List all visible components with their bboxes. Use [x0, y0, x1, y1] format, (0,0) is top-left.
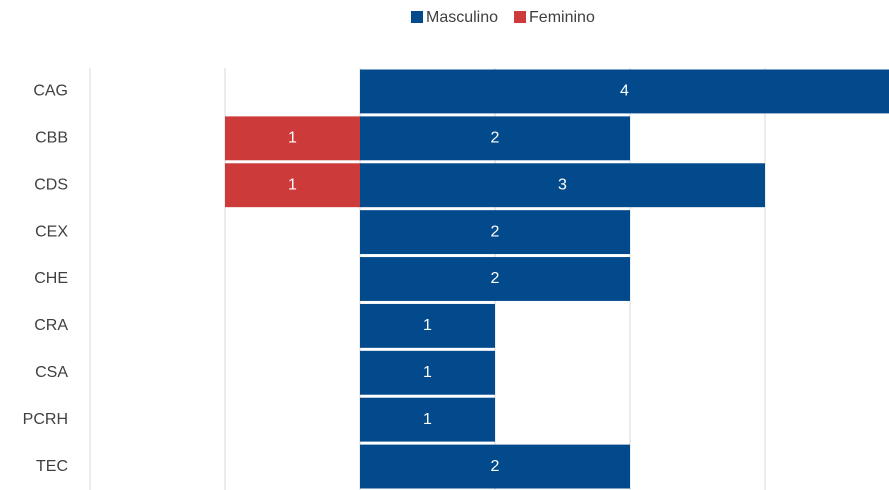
data-label: 1	[423, 317, 432, 334]
data-label: 2	[491, 458, 500, 475]
data-label: 4	[620, 83, 629, 100]
legend-label: Masculino	[426, 9, 498, 26]
bar	[360, 257, 630, 301]
data-label: 1	[288, 176, 297, 193]
bar	[360, 303, 495, 348]
data-label: 1	[288, 130, 297, 147]
data-label: 2	[491, 223, 500, 240]
y-tick-label: CRA	[34, 317, 68, 334]
legend-swatch	[514, 11, 527, 23]
y-tick-label: CBB	[35, 130, 68, 147]
bar	[360, 69, 889, 114]
y-tick-label: CSA	[35, 364, 68, 381]
y-tick-label: CDS	[34, 176, 68, 193]
bar	[360, 116, 630, 161]
legend-label: Feminino	[529, 9, 595, 26]
bar	[360, 444, 630, 489]
legend-swatch	[411, 11, 423, 23]
data-label: 2	[491, 270, 500, 287]
y-tick-label: PCRH	[23, 411, 68, 428]
bar	[360, 210, 630, 255]
bar	[360, 350, 495, 395]
bar	[360, 397, 495, 442]
y-tick-label: CHE	[34, 270, 68, 287]
bar	[225, 116, 360, 161]
y-tick-label: CEX	[35, 223, 68, 240]
data-label: 3	[558, 176, 567, 193]
bar	[225, 163, 360, 208]
y-tick-label: CAG	[33, 83, 68, 100]
data-label: 1	[423, 411, 432, 428]
data-label: 2	[491, 130, 500, 147]
data-label: 1	[423, 364, 432, 381]
y-tick-label: TEC	[36, 458, 68, 475]
bar	[360, 163, 765, 208]
